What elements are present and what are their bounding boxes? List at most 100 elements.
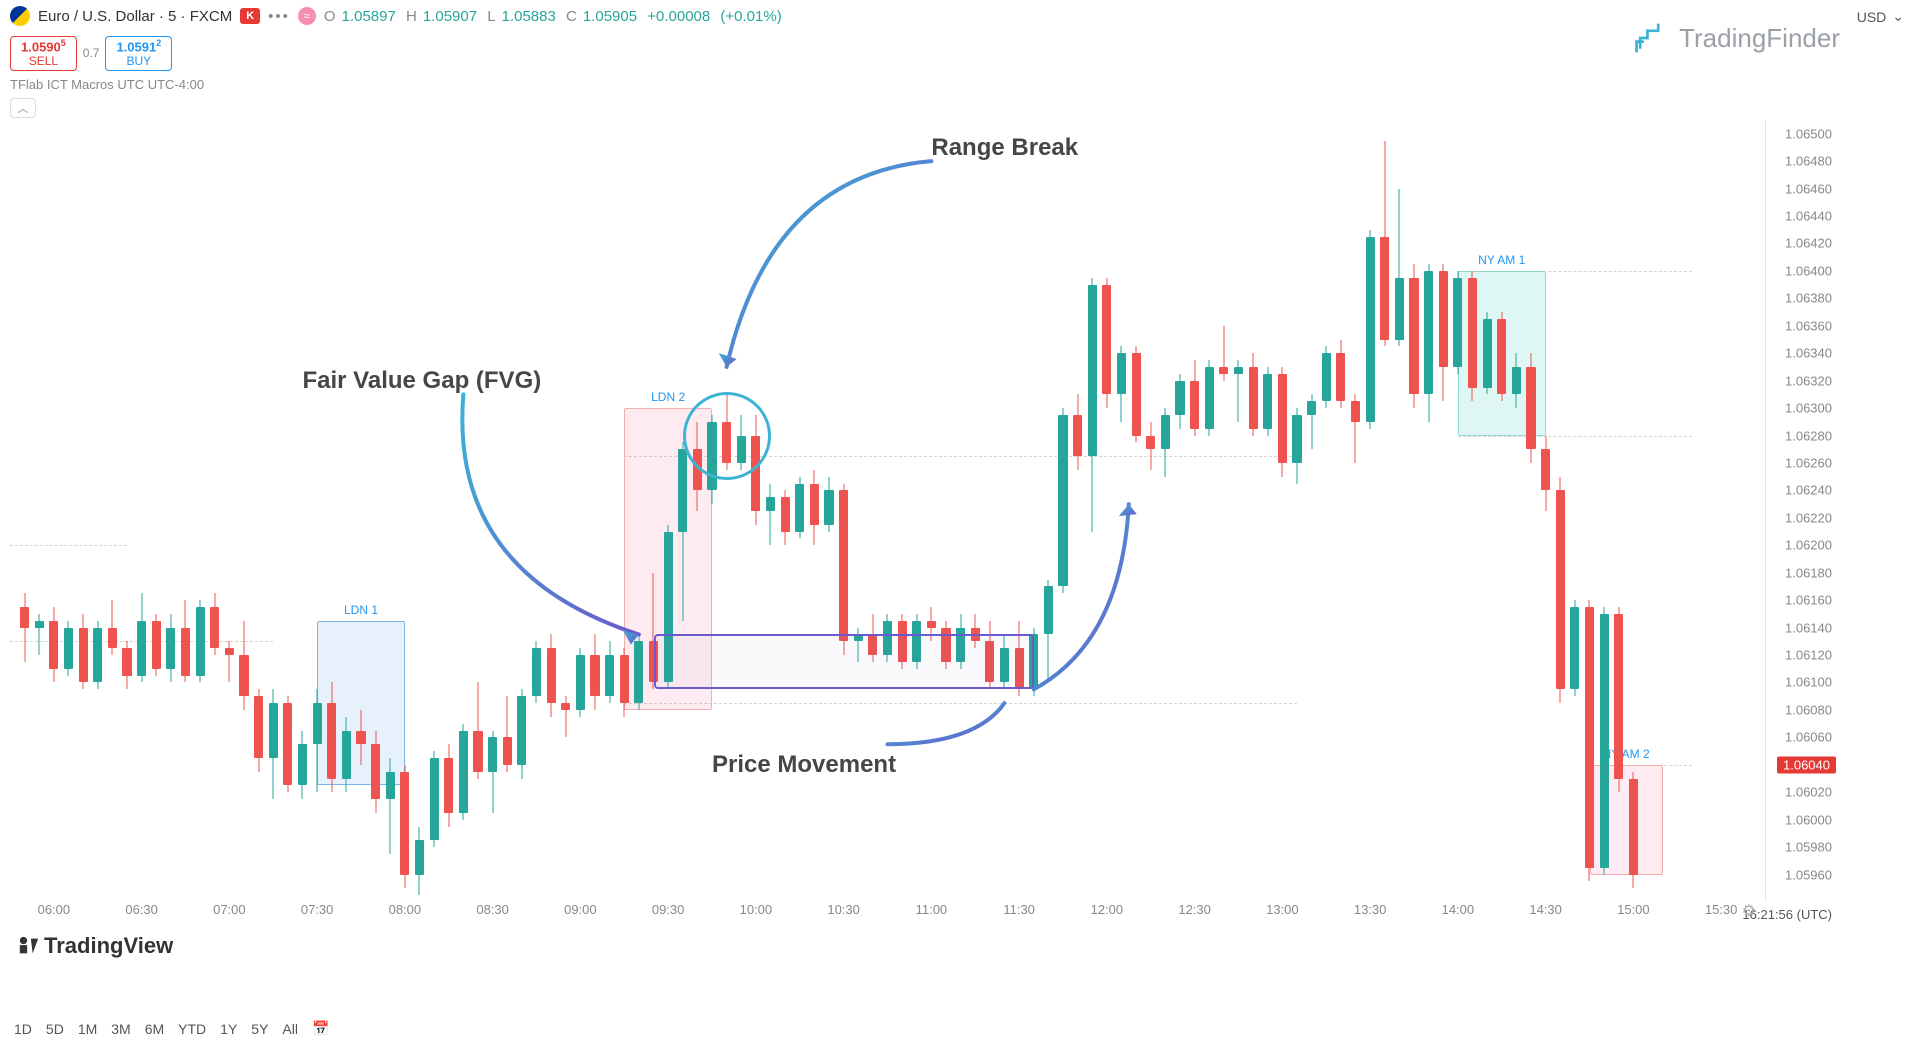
- sell-button[interactable]: 1.05905 SELL: [10, 36, 77, 71]
- time-tick: 06:00: [38, 902, 71, 917]
- time-tick: 09:00: [564, 902, 597, 917]
- candle: [1292, 120, 1301, 902]
- candle: [327, 120, 336, 902]
- candle: [503, 120, 512, 902]
- timeframe-1y[interactable]: 1Y: [220, 1021, 237, 1037]
- candle: [166, 120, 175, 902]
- candle: [1526, 120, 1535, 902]
- time-tick: 07:00: [213, 902, 246, 917]
- timeframe-5y[interactable]: 5Y: [251, 1021, 268, 1037]
- time-tick: 12:00: [1091, 902, 1124, 917]
- broker-badge: K: [240, 8, 260, 24]
- fvg-box: [654, 634, 1034, 689]
- timeframe-5d[interactable]: 5D: [46, 1021, 64, 1037]
- candle: [1249, 120, 1258, 902]
- candle: [693, 120, 702, 902]
- candle: [532, 120, 541, 902]
- candle: [985, 120, 994, 902]
- price-tick: 1.06420: [1785, 236, 1832, 251]
- timeframe-1m[interactable]: 1M: [78, 1021, 97, 1037]
- candle: [430, 120, 439, 902]
- price-tick: 1.06260: [1785, 455, 1832, 470]
- candle: [927, 120, 936, 902]
- candle: [283, 120, 292, 902]
- price-tick: 1.06360: [1785, 318, 1832, 333]
- price-tick: 1.06160: [1785, 593, 1832, 608]
- candle: [108, 120, 117, 902]
- candle: [239, 120, 248, 902]
- time-tick: 10:30: [827, 902, 860, 917]
- price-tick: 1.06080: [1785, 702, 1832, 717]
- timeframe-1d[interactable]: 1D: [14, 1021, 32, 1037]
- candle: [1541, 120, 1550, 902]
- candle: [1497, 120, 1506, 902]
- ohlc-readout: O1.05897 H1.05907 L1.05883 C1.05905 +0.0…: [324, 8, 788, 25]
- approx-icon: ≈: [298, 7, 316, 25]
- candle: [20, 120, 29, 902]
- buy-button[interactable]: 1.05912 BUY: [105, 36, 172, 71]
- currency-selector[interactable]: USD⌄: [1857, 8, 1904, 25]
- time-tick: 06:30: [125, 902, 158, 917]
- time-tick: 08:30: [476, 902, 509, 917]
- candle: [795, 120, 804, 902]
- price-axis[interactable]: 1.065001.064801.064601.064401.064201.064…: [1765, 120, 1840, 902]
- price-tick: 1.06200: [1785, 538, 1832, 553]
- timeframe-all[interactable]: All: [282, 1021, 298, 1037]
- symbol-title[interactable]: Euro / U.S. Dollar · 5 · FXCM: [38, 8, 232, 25]
- price-tick: 1.06380: [1785, 291, 1832, 306]
- candle: [1205, 120, 1214, 902]
- price-tick: 1.06340: [1785, 346, 1832, 361]
- candle: [1322, 120, 1331, 902]
- candle: [269, 120, 278, 902]
- candle: [1132, 120, 1141, 902]
- time-axis[interactable]: 06:0006:3007:0007:3008:0008:3009:0009:30…: [10, 902, 1765, 927]
- candle: [1570, 120, 1579, 902]
- axis-settings-icon[interactable]: ⚙: [1742, 901, 1756, 921]
- more-menu-icon[interactable]: •••: [268, 8, 290, 25]
- candle: [561, 120, 570, 902]
- price-tick: 1.06280: [1785, 428, 1832, 443]
- candle: [1073, 120, 1082, 902]
- candle: [254, 120, 263, 902]
- candle: [1468, 120, 1477, 902]
- candle: [517, 120, 526, 902]
- candle: [1000, 120, 1009, 902]
- candle: [678, 120, 687, 902]
- candle: [1380, 120, 1389, 902]
- candle: [1629, 120, 1638, 902]
- candle: [941, 120, 950, 902]
- price-tick: 1.06480: [1785, 154, 1832, 169]
- price-tick: 1.06240: [1785, 483, 1832, 498]
- candle: [79, 120, 88, 902]
- calendar-icon[interactable]: 📅: [312, 1020, 329, 1037]
- timeframe-3m[interactable]: 3M: [111, 1021, 130, 1037]
- candle: [1117, 120, 1126, 902]
- price-tick: 1.06440: [1785, 209, 1832, 224]
- candle: [1029, 120, 1038, 902]
- spread-value: 0.7: [83, 46, 100, 60]
- timeframe-ytd[interactable]: YTD: [178, 1021, 206, 1037]
- candle: [766, 120, 775, 902]
- collapse-button[interactable]: ︿: [10, 98, 36, 118]
- candle: [1161, 120, 1170, 902]
- candle: [400, 120, 409, 902]
- candle: [1366, 120, 1375, 902]
- time-tick: 07:30: [301, 902, 334, 917]
- candle: [488, 120, 497, 902]
- time-tick: 12:30: [1178, 902, 1211, 917]
- candle: [444, 120, 453, 902]
- candle: [781, 120, 790, 902]
- chart-plot[interactable]: LDN 1LDN 2NY AM 1NY AM 2Range BreakFair …: [10, 120, 1765, 902]
- candle: [664, 120, 673, 902]
- candle: [1088, 120, 1097, 902]
- time-tick: 11:30: [1003, 902, 1035, 917]
- timeframe-6m[interactable]: 6M: [145, 1021, 164, 1037]
- candle: [1044, 120, 1053, 902]
- range-break-label: Range Break: [931, 134, 1078, 162]
- price-tick: 1.06320: [1785, 373, 1832, 388]
- price-tick: 1.06020: [1785, 785, 1832, 800]
- candle: [1190, 120, 1199, 902]
- candle: [313, 120, 322, 902]
- fvg-label: Fair Value Gap (FVG): [303, 367, 542, 395]
- price-tick: 1.06040: [1777, 756, 1836, 773]
